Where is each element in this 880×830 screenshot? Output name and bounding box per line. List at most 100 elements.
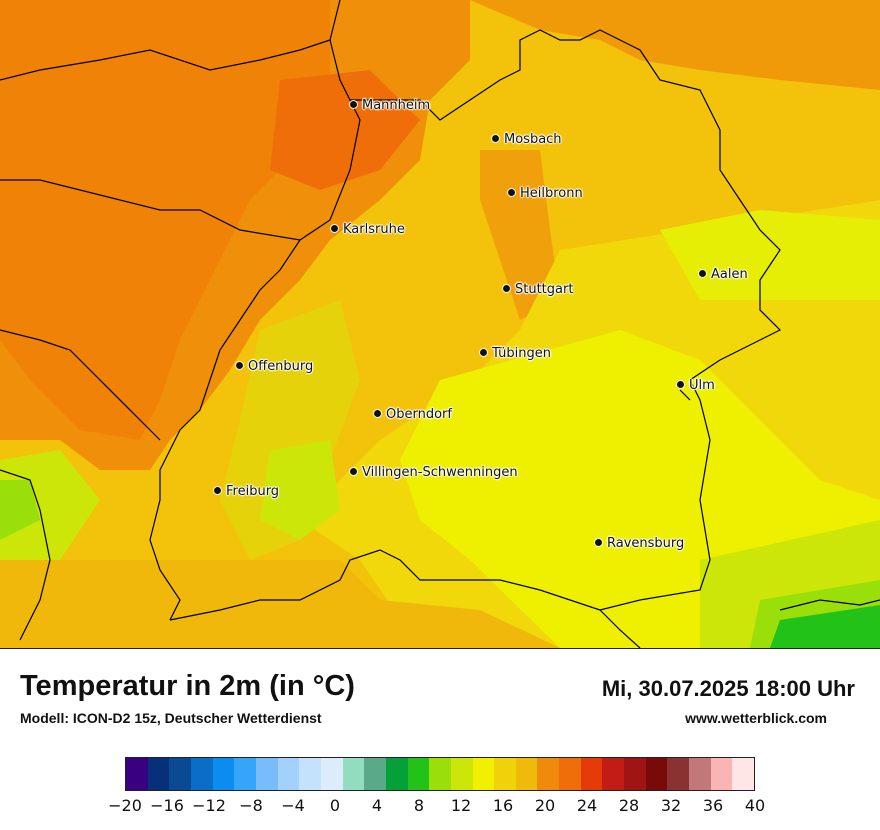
warm-area-switzerland <box>0 560 560 648</box>
legend-swatch <box>537 758 560 790</box>
border-north-west <box>0 0 341 81</box>
legend-swatch <box>299 758 321 790</box>
cool-area-ostalb <box>660 210 880 300</box>
legend-tick-label: −4 <box>281 796 305 815</box>
warm-tongue-neckar <box>480 150 560 320</box>
legend-swatch <box>689 758 711 790</box>
legend-swatch <box>255 758 278 790</box>
border-danube <box>679 389 691 401</box>
temperature-map: Mannheim Mosbach Heilbronn Karlsruhe Aal… <box>0 0 880 649</box>
border-france-south <box>0 469 51 641</box>
city-ulm: Ulm <box>676 378 715 393</box>
legend-swatch <box>320 758 343 790</box>
border-france-north <box>0 329 161 441</box>
city-villingen-schwenningen: Villingen-Schwenningen <box>349 465 518 480</box>
legend-swatch <box>710 758 733 790</box>
legend-swatch <box>732 758 755 790</box>
map-title: Temperatur in 2m (in °C) <box>20 670 355 702</box>
city-marker-icon <box>491 134 500 143</box>
model-source: Modell: ICON-D2 15z, Deutscher Wetterdie… <box>20 710 322 726</box>
city-heilbronn: Heilbronn <box>507 186 583 201</box>
legend-swatch <box>169 758 191 790</box>
city-marker-icon <box>594 538 603 547</box>
city-marker-icon <box>213 486 222 495</box>
legend-ticks: −20 −16 −12 −8 −4 0 4 8 12 16 20 24 28 32 36 40 <box>108 796 765 820</box>
border-austria <box>599 609 641 648</box>
city-marker-icon <box>479 348 488 357</box>
legend-tick-label: −20 <box>108 796 142 815</box>
legend-swatch <box>342 758 365 790</box>
legend-tick-label: 4 <box>371 796 383 815</box>
legend-tick-label: −12 <box>192 796 226 815</box>
legend-tick-label: 0 <box>329 796 341 815</box>
legend-swatch <box>645 758 668 790</box>
legend-tick-label: −8 <box>239 796 263 815</box>
city-aalen: Aalen <box>698 267 748 282</box>
green-area-alps-high <box>770 605 880 648</box>
border-switzerland <box>169 549 601 621</box>
legend-tick-label: 32 <box>660 796 682 815</box>
city-ravensburg: Ravensburg <box>594 536 684 551</box>
legend-swatch <box>450 758 473 790</box>
legend-swatch <box>494 758 516 790</box>
map-svg <box>0 0 880 648</box>
city-karlsruhe: Karlsruhe <box>330 222 405 237</box>
border-rhine <box>149 239 301 621</box>
city-marker-icon <box>349 467 358 476</box>
legend-swatch <box>624 758 646 790</box>
warm-area-north <box>470 0 880 90</box>
color-legend <box>125 757 755 791</box>
legend-tick-label: 8 <box>413 796 425 815</box>
cool-spot-blackforest <box>260 440 340 540</box>
city-mosbach: Mosbach <box>491 132 562 147</box>
legend-swatch <box>580 758 603 790</box>
legend-swatch <box>364 758 386 790</box>
border-palatinate <box>0 99 361 241</box>
legend-tick-label: 36 <box>702 796 724 815</box>
city-oberndorf: Oberndorf <box>373 407 452 422</box>
city-marker-icon <box>507 188 516 197</box>
legend-swatch <box>190 758 213 790</box>
city-mannheim: Mannheim <box>349 98 430 113</box>
city-offenburg: Offenburg <box>235 359 313 374</box>
city-tuebingen: Tübingen <box>479 346 551 361</box>
border-alps <box>779 599 880 611</box>
legend-swatch <box>559 758 581 790</box>
city-marker-icon <box>676 380 685 389</box>
city-freiburg: Freiburg <box>213 484 279 499</box>
legend-swatch <box>277 758 300 790</box>
cool-area-blackforest <box>220 300 360 560</box>
legend-swatch <box>126 758 148 790</box>
forecast-datetime: Mi, 30.07.2025 18:00 Uhr <box>601 676 855 701</box>
legend-tick-label: 40 <box>744 796 766 815</box>
cool-area-vosges <box>0 450 100 560</box>
legend-tick-label: 24 <box>576 796 598 815</box>
city-marker-icon <box>235 361 244 370</box>
hot-area-rhine <box>0 0 330 440</box>
legend-tick-label: 16 <box>492 796 514 815</box>
city-marker-icon <box>330 224 339 233</box>
city-marker-icon <box>373 409 382 418</box>
legend-swatch <box>147 758 170 790</box>
borders <box>0 0 880 648</box>
city-stuttgart: Stuttgart <box>502 282 573 297</box>
legend-tick-label: 28 <box>618 796 640 815</box>
legend-swatch <box>234 758 256 790</box>
city-marker-icon <box>698 269 707 278</box>
city-marker-icon <box>349 100 358 109</box>
legend-swatch <box>602 758 625 790</box>
legend-swatch <box>515 758 538 790</box>
legend-tick-label: 12 <box>450 796 472 815</box>
legend-swatch <box>212 758 235 790</box>
legend-tick-label: −16 <box>150 796 184 815</box>
legend-swatch <box>385 758 408 790</box>
legend-tick-label: 20 <box>534 796 556 815</box>
legend-swatch <box>667 758 690 790</box>
green-area-vosges <box>0 480 40 540</box>
legend-swatch <box>429 758 451 790</box>
legend-swatch <box>472 758 495 790</box>
legend-swatch <box>407 758 430 790</box>
border-baden-wuerttemberg-east <box>329 29 782 611</box>
website-link[interactable]: www.wetterblick.com <box>685 710 827 726</box>
city-marker-icon <box>502 284 511 293</box>
